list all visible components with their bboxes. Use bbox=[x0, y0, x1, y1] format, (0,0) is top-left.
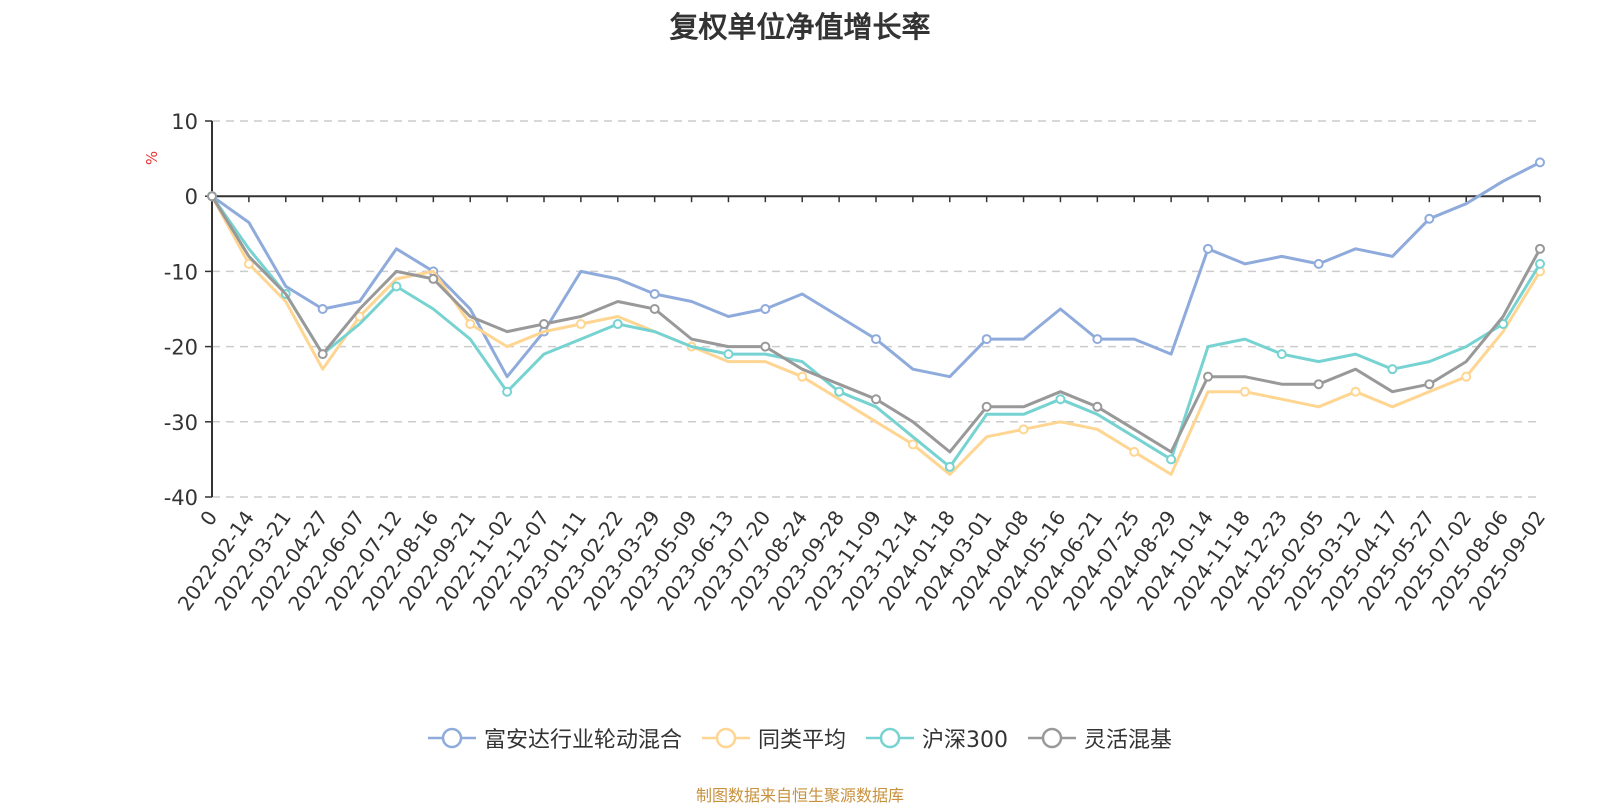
series-point bbox=[317, 304, 328, 314]
series-point bbox=[649, 288, 660, 299]
series-point bbox=[1461, 371, 1472, 382]
series-line bbox=[211, 161, 1541, 379]
series-point bbox=[1387, 364, 1398, 375]
series-point bbox=[871, 334, 881, 345]
grid-lines bbox=[212, 120, 1540, 498]
series-point bbox=[1055, 394, 1066, 405]
series-point bbox=[1018, 424, 1029, 435]
y-axis-unit-label: % bbox=[143, 151, 161, 165]
y-tick-label: -20 bbox=[164, 336, 198, 360]
y-tick-label: 10 bbox=[171, 110, 198, 134]
series-line bbox=[210, 195, 1542, 454]
series-lines bbox=[207, 157, 1545, 476]
series-group bbox=[207, 191, 1545, 476]
legend-item[interactable]: 沪深300 bbox=[866, 722, 1008, 754]
legend-label: 沪深300 bbox=[922, 728, 1008, 753]
legend-item[interactable]: 灵活混基 bbox=[1028, 722, 1172, 754]
series-point bbox=[1350, 386, 1361, 397]
x-tick-label: 0 bbox=[195, 506, 222, 530]
legend-marker bbox=[1028, 727, 1076, 749]
legend-marker bbox=[866, 727, 914, 749]
series-point bbox=[1313, 379, 1324, 390]
series-point bbox=[612, 319, 623, 330]
series-point bbox=[1276, 349, 1287, 360]
legend-label: 富安达行业轮动混合 bbox=[483, 728, 682, 753]
series-point bbox=[1092, 334, 1103, 345]
series-point bbox=[760, 304, 771, 314]
x-tick-labels: 02022-02-142022-03-212022-04-272022-06-0… bbox=[173, 196, 1550, 615]
legend-item[interactable]: 同类平均 bbox=[701, 722, 846, 754]
chart-title: 复权单位净值增长率 bbox=[669, 10, 931, 44]
legend-marker bbox=[427, 727, 476, 749]
series-line bbox=[210, 195, 1542, 476]
legend-label: 同类平均 bbox=[757, 728, 846, 753]
series-group bbox=[207, 191, 1545, 472]
series-line bbox=[210, 195, 1542, 469]
series-point bbox=[1535, 157, 1545, 168]
series-point bbox=[1129, 446, 1140, 457]
y-tick-label: 0 bbox=[185, 185, 198, 209]
series-point bbox=[354, 311, 365, 322]
series-point bbox=[1535, 258, 1545, 269]
series-point bbox=[575, 319, 586, 330]
series-point bbox=[1535, 243, 1545, 254]
series-point bbox=[1203, 243, 1213, 254]
series-point bbox=[1424, 213, 1435, 224]
series-point bbox=[649, 304, 660, 314]
series-point bbox=[797, 371, 808, 382]
series-point bbox=[944, 461, 955, 472]
series-point bbox=[465, 319, 476, 330]
series-point bbox=[428, 273, 439, 284]
y-tick-label: -10 bbox=[164, 260, 198, 284]
legend: 富安达行业轮动混合 同类平均 沪深300 灵活混基 bbox=[0, 722, 1600, 754]
series-point bbox=[1424, 379, 1435, 390]
series-point bbox=[981, 401, 992, 412]
series-point bbox=[539, 319, 549, 330]
series-point bbox=[723, 349, 734, 360]
series-group bbox=[207, 191, 1545, 454]
series-group bbox=[207, 157, 1545, 379]
series-point bbox=[834, 386, 845, 397]
series-point bbox=[907, 439, 918, 450]
series-point bbox=[1239, 386, 1250, 397]
series-point bbox=[243, 258, 254, 269]
legend-marker bbox=[701, 727, 750, 749]
y-tick-label: -30 bbox=[164, 411, 198, 435]
series-point bbox=[391, 281, 402, 292]
series-point bbox=[1313, 258, 1324, 269]
y-tick-labels: 10 0 -10 -20 -30 -40 bbox=[164, 110, 212, 510]
series-point bbox=[981, 334, 992, 345]
series-point bbox=[1203, 371, 1213, 382]
series-point bbox=[760, 341, 771, 352]
series-point bbox=[871, 394, 881, 405]
legend-item[interactable]: 富安达行业轮动混合 bbox=[427, 722, 682, 754]
series-point bbox=[1166, 454, 1177, 465]
source-note: 制图数据来自恒生聚源数据库 bbox=[695, 786, 904, 805]
series-point bbox=[502, 386, 513, 397]
series-point bbox=[1498, 319, 1509, 330]
series-point bbox=[207, 191, 217, 202]
series-point bbox=[317, 349, 328, 360]
y-tick-label: -40 bbox=[164, 486, 198, 510]
legend-label: 灵活混基 bbox=[1084, 728, 1173, 753]
axes bbox=[211, 121, 1540, 497]
series-point bbox=[1092, 401, 1103, 412]
